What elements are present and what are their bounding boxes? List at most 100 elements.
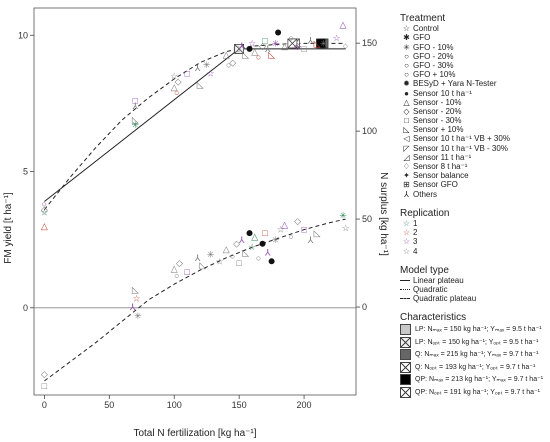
surplus-point: ☆ [277,225,285,235]
y-right-tick-label: 150 [362,38,377,48]
legend-label: Q: Nₘₐₓ = 215 kg ha⁻¹; Yₘₐₓ = 9.7 t ha⁻¹ [415,351,539,359]
legend-label: 1 [413,218,418,228]
legend-star-icon: ☆ [402,237,411,247]
legend-treatment-item: ◺ Sensor + 10% [400,125,548,134]
yield-point: □ [234,44,240,54]
x-tick-label: 200 [297,400,312,410]
surplus-point: ◇ [233,239,240,249]
yield-point: □ [262,36,268,46]
legend-label: LP: Nₒₚₜ = 150 kg ha⁻¹; Yₒₚₜ = 9.5 t ha⁻… [415,338,539,346]
marker-qp [316,38,326,49]
legend-label: Sensor GFO [413,180,458,190]
surplus-point: ○ [230,251,235,261]
yield-point [246,45,253,52]
legend-symbol-icon: ⊞ [403,180,410,190]
legend-panel: Treatment ☆ Control ✱ GFO ✳ GFO - 10% ○ GFO - 2… [400,13,548,399]
legend-model-item: Linear plateau [400,276,548,285]
surplus-point: □ [184,267,190,277]
y-left-tick-label: 10 [18,30,28,40]
yield-point: ◇ [294,41,301,51]
yield-point [275,29,282,36]
surplus-point: □ [42,381,48,391]
legend-treatment-item: ○ GFO - 20% [400,52,548,61]
surplus-point: ○ [174,270,179,280]
legend-treatment-list: ☆ Control ✱ GFO ✳ GFO - 10% ○ GFO - 20% ○ GFO - 3… [400,24,548,199]
legend-treatment-item: ⊞ Sensor GFO [400,180,548,189]
legend-label: BESyD + Yara N-Tester [413,79,497,89]
surplus-point: △ [281,219,288,229]
legend-replication-list: ☆ 1 ☆ 2 ☆ 3 ☆ 4 [400,219,548,256]
legend-label: GFO - 10% [413,42,454,52]
legend-symbol-icon: ○ [404,70,409,80]
legend-symbol-icon: ◸ [403,143,410,153]
legend-replication-item: ☆ 1 [400,219,548,228]
yield-point: ⅄ [307,36,314,46]
legend-label: Sensor balance [413,171,469,181]
legend-symbol-icon: ○ [404,51,409,61]
surplus-point: ✳ [272,235,280,245]
legend-characteristics-list: LP: Nₘₐₓ = 150 kg ha⁻¹; Yₘₐₓ = 9.5 t ha⁻… [400,324,548,399]
yield-point: ○ [226,60,231,70]
x-tick-label: 0 [42,400,47,410]
surplus-point [259,240,266,247]
legend-label: LP: Nₘₐₓ = 150 kg ha⁻¹; Yₘₐₓ = 9.5 t ha⁻… [415,326,542,334]
surplus-point: ◺ [314,228,321,238]
data-points: ☆△○◇□⅄◺✳☆△○◇□⅄◺✳☆△○◇□ ⅄◺☆△○◇□⅄◺✳ △○◇ □⅄ ◺ ✳☆△… [40,19,349,391]
legend-treatment-item: ○ GFO + 10% [400,70,548,79]
legend-label: Linear plateau [413,275,464,285]
yield-point: □ [301,44,307,54]
legend-symbol-icon: △ [403,97,410,107]
legend-box-icon [400,336,411,348]
legend-symbol-icon: ◺ [403,125,410,135]
legend-symbol-icon: ♢ [402,162,411,172]
yield-point: △ [340,19,347,29]
legend-model-item: Quadratic [400,285,548,294]
legend-box-icon [400,349,411,361]
yield-point: ⅄ [238,41,245,51]
legend-treatment-item: ◁ Sensor 10 t ha⁻¹ VB + 30% [400,134,548,143]
yield-point: ◺ [197,79,204,89]
surplus-point: ⅄ [264,248,271,258]
legend-label: 3 [413,237,418,247]
characteristic-markers [234,38,329,54]
legend-treatment-item: ✳ GFO - 10% [400,43,548,52]
y-right-tick-label: 100 [362,126,377,136]
legend-symbol-icon: ◿ [403,152,410,162]
legend-label: Sensor - 30% [413,116,462,126]
yield-point: ☆ [248,38,256,48]
surplus-point: ☆ [248,242,256,252]
legend-treatment-item: ✱ GFO [400,33,548,42]
legend-symbol-icon: ○ [404,60,409,70]
x-tick-label: 100 [167,400,182,410]
yield-point: △ [41,221,48,231]
legend-star-icon: ☆ [402,246,411,256]
yield-point: ◇ [41,205,48,215]
legend-label: QP: Nₘₐₓ = 213 kg ha⁻¹; Yₘₐₓ = 9.7 t ha⁻… [415,376,544,384]
legend-symbol-icon: ◇ [403,106,410,116]
surplus-point: □ [236,258,242,268]
marker-cross [234,44,244,54]
legend-label: Sensor 10 t ha⁻¹ VB - 30% [413,143,508,153]
legend-treatment-title: Treatment [400,13,446,24]
plot-frame [33,7,357,396]
yield-point: ◇ [229,58,236,68]
legend-characteristic-item: QP: Nₒₚₜ = 191 kg ha⁻¹; Yₒₚₜ = 9.7 t ha⁻… [400,386,548,399]
y-right-tick-label: 50 [362,214,372,224]
legend-replication-item: ☆ 3 [400,237,548,246]
surplus-point: △ [251,232,258,242]
legend-label: Sensor 10 t ha⁻¹ VB + 30% [413,134,510,144]
surplus-point: ○ [288,232,293,242]
legend-treatment-item: △ Sensor - 10% [400,98,548,107]
yield-point: △ [223,49,230,59]
surplus-point: △ [223,244,230,254]
legend-label: Others [413,189,438,199]
surplus-point: ☆ [133,293,141,303]
yield-point: ◇ [175,77,182,87]
legend-line-icon [400,280,410,282]
surplus-point: ◇ [176,258,183,268]
legend-star-icon: ☆ [402,228,411,238]
legend-label: Q: Nₒₚₜ = 193 kg ha⁻¹; Yₒₚₜ = 9.7 t ha⁻¹ [415,363,536,371]
surplus-point: ⅄ [194,253,201,263]
surplus-point: ⅄ [129,302,136,312]
